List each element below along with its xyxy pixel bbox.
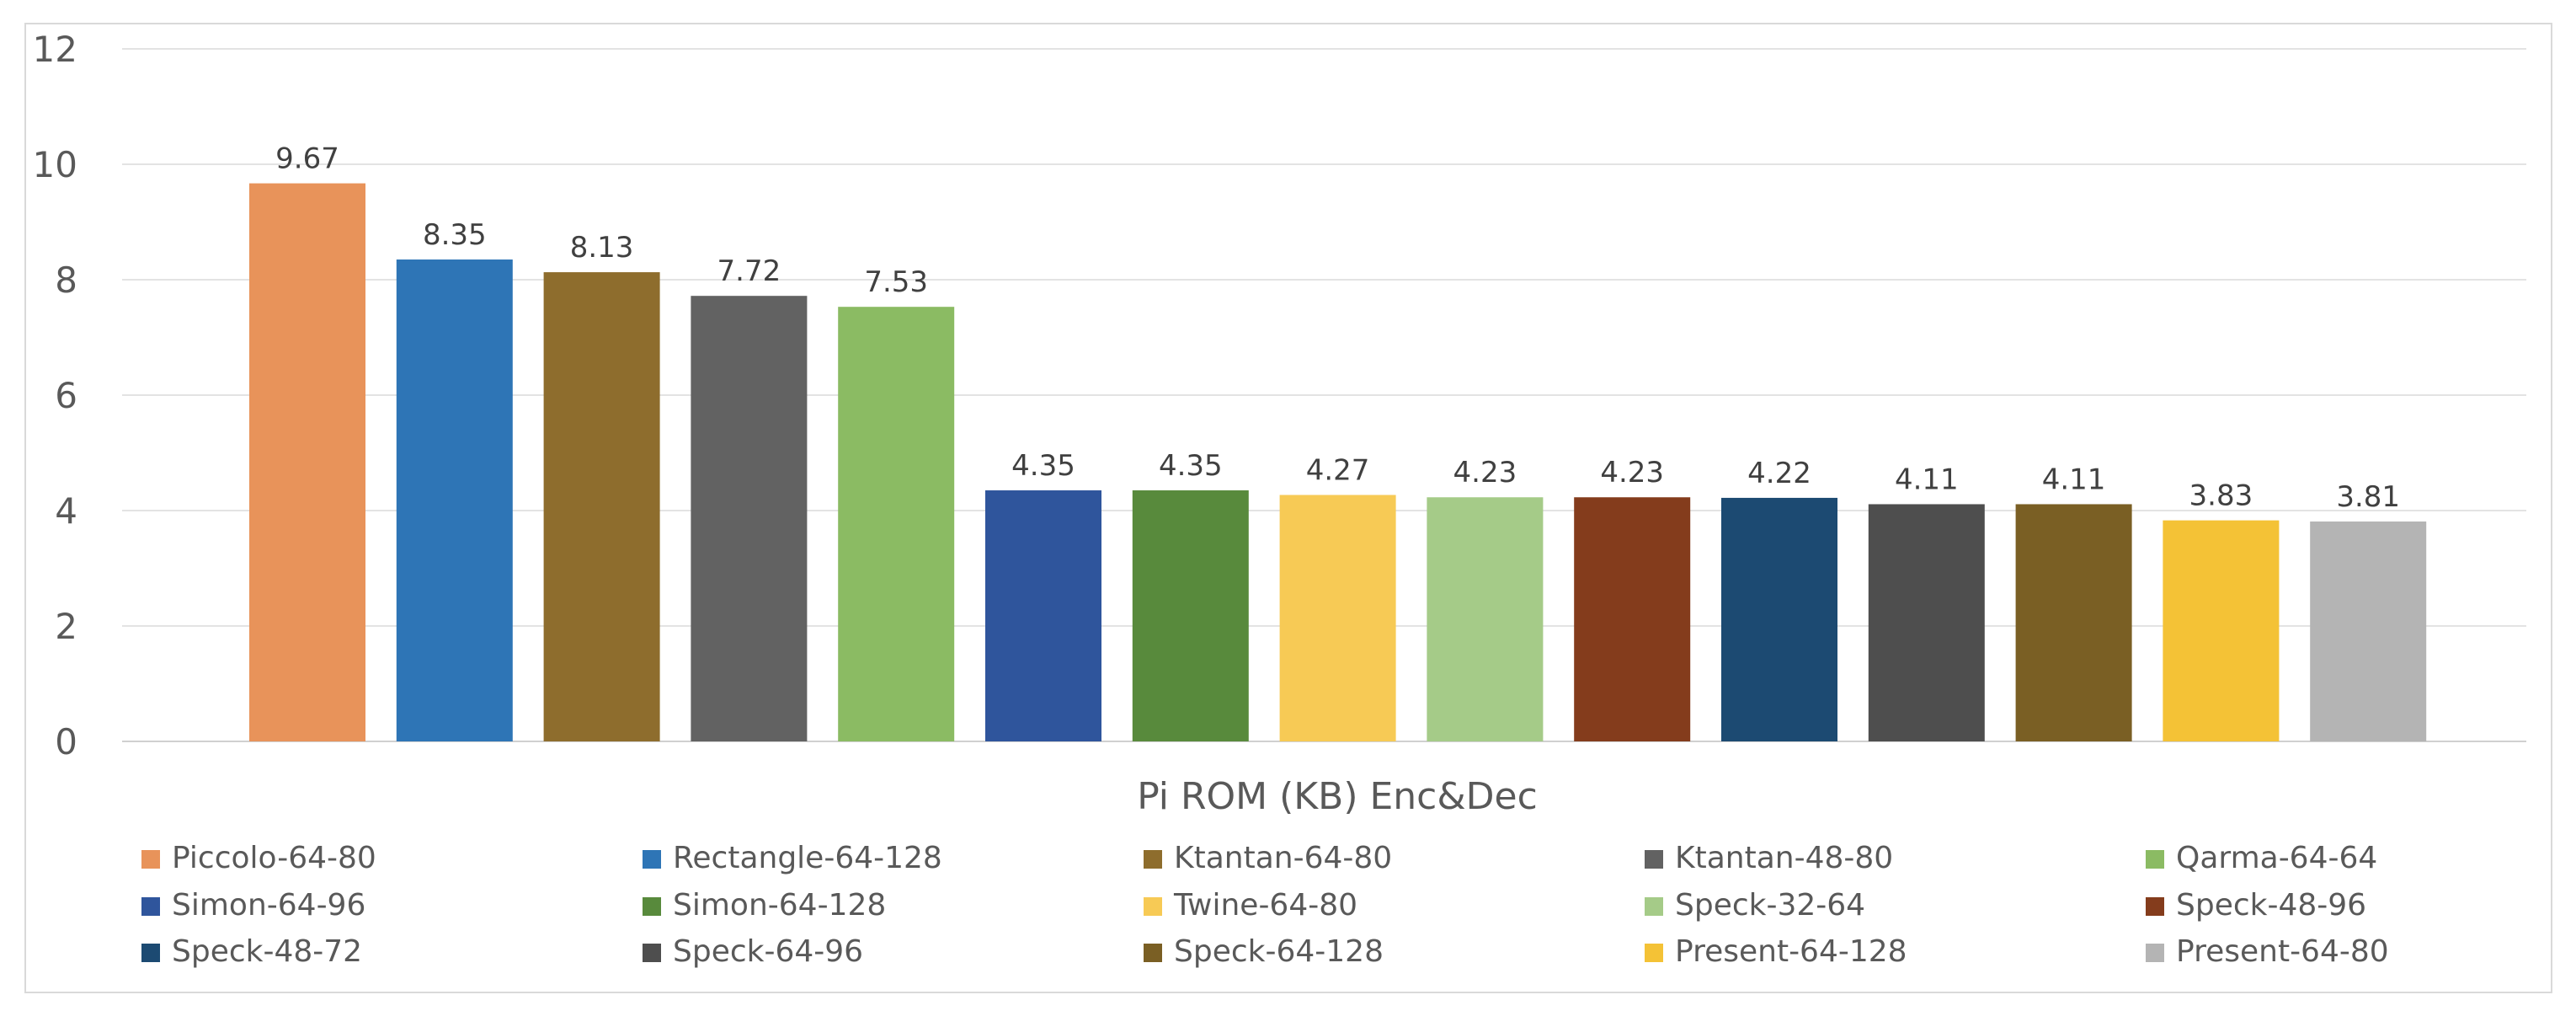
data-label-piccolo-64-80: 9.67 [275,142,339,176]
legend-entry-rectangle-64-128: Rectangle-64-128 [643,841,942,875]
bar-rectangle-64-128 [396,259,513,741]
data-label-speck-48-72: 4.22 [1747,457,1811,490]
legend-entry-ktantan-48-80: Ktantan-48-80 [1645,841,1893,875]
legend-label: Present-64-128 [1675,934,1907,969]
legend-label: Piccolo-64-80 [172,841,376,875]
data-label-present-64-128: 3.83 [2189,479,2253,513]
data-label-simon-64-128: 4.35 [1159,449,1223,483]
data-label-qarma-64-64: 7.53 [864,265,928,299]
legend-swatch [1645,897,1663,916]
legend-label: Qarma-64-64 [2176,841,2377,875]
legend-label: Speck-48-72 [172,934,362,969]
bar-twine-64-80 [1279,495,1396,741]
legend-entry-speck-64-128: Speck-64-128 [1144,934,1384,969]
legend-entry-speck-48-72: Speck-48-72 [141,934,362,969]
legend-entry-piccolo-64-80: Piccolo-64-80 [141,841,376,875]
bar-ktantan-64-80 [543,272,660,742]
legend-swatch [643,850,661,869]
legend-swatch [1645,850,1663,869]
bar-speck-32-64 [1427,497,1544,741]
legend-label: Speck-32-64 [1675,888,1865,923]
y-axis-ticks: 0 2 4 6 8 10 12 [33,29,77,762]
legend-swatch [2146,944,2164,962]
bar-speck-64-96 [1868,504,1985,741]
bar-speck-48-96 [1574,497,1691,741]
legend-entry-twine-64-80: Twine-64-80 [1144,888,1357,923]
legend-label: Ktantan-48-80 [1675,841,1893,875]
bar-ktantan-48-80 [691,296,808,741]
data-label-speck-64-96: 4.11 [1895,463,1959,496]
y-tick-label: 4 [55,490,77,532]
legend-entry-simon-64-96: Simon-64-96 [141,888,365,923]
legend-label: Speck-48-96 [2176,888,2366,923]
y-tick-label: 6 [55,375,77,416]
legend-swatch [1144,897,1162,916]
legend-entry-speck-48-96: Speck-48-96 [2146,888,2366,923]
y-tick-label: 0 [55,721,77,762]
legend-swatch [2146,897,2164,916]
data-label-simon-64-96: 4.35 [1011,449,1075,483]
legend-label: Speck-64-96 [673,934,863,969]
legend-swatch [141,850,160,869]
legend-swatch [643,897,661,916]
data-label-present-64-80: 3.81 [2336,480,2400,514]
legend-label: Simon-64-128 [673,888,886,923]
x-axis-title: Pi ROM (KB) Enc&Dec [1137,775,1538,818]
bar-speck-64-128 [2015,504,2132,741]
y-tick-label: 10 [33,144,77,185]
legend: Piccolo-64-80 Rectangle-64-128 Ktantan-64-… [141,841,2389,969]
data-label-speck-64-128: 4.11 [2042,463,2106,496]
legend-label: Rectangle-64-128 [673,841,942,875]
y-tick-label: 12 [33,29,77,70]
bar-simon-64-128 [1132,490,1249,741]
legend-swatch [141,897,160,916]
legend-label: Present-64-80 [2176,934,2389,969]
data-label-speck-48-96: 4.23 [1600,456,1664,489]
bar-qarma-64-64 [838,307,955,741]
legend-entry-ktantan-64-80: Ktantan-64-80 [1144,841,1392,875]
legend-swatch [141,944,160,962]
legend-label: Twine-64-80 [1173,888,1357,923]
legend-entry-present-64-80: Present-64-80 [2146,934,2389,969]
legend-label: Speck-64-128 [1174,934,1384,969]
bar-piccolo-64-80 [249,183,365,742]
bar-present-64-128 [2163,520,2280,741]
legend-entry-speck-64-96: Speck-64-96 [643,934,863,969]
data-label-rectangle-64-128: 8.35 [423,218,487,252]
bar-simon-64-96 [985,490,1101,741]
legend-label: Ktantan-64-80 [1174,841,1392,875]
legend-swatch [2146,850,2164,869]
legend-swatch [1144,944,1162,962]
bars [249,183,2427,742]
bar-speck-48-72 [1721,497,1837,741]
legend-swatch [643,944,661,962]
legend-swatch [1144,850,1162,869]
data-label-ktantan-64-80: 8.13 [570,231,634,265]
legend-label: Simon-64-96 [172,888,365,923]
bar-present-64-80 [2310,522,2427,741]
legend-entry-speck-32-64: Speck-32-64 [1645,888,1865,923]
data-label-ktantan-48-80: 7.72 [717,254,781,288]
y-tick-label: 8 [55,259,77,301]
data-label-speck-32-64: 4.23 [1453,456,1517,489]
data-labels: 9.67 8.35 8.13 7.72 7.53 4.35 4.35 4.27 4.23 4.23… [275,142,2400,514]
y-tick-label: 2 [55,606,77,647]
legend-entry-simon-64-128: Simon-64-128 [643,888,886,923]
legend-swatch [1645,944,1663,962]
legend-entry-present-64-128: Present-64-128 [1645,934,1907,969]
data-label-twine-64-80: 4.27 [1306,454,1370,488]
legend-entry-qarma-64-64: Qarma-64-64 [2146,841,2377,875]
